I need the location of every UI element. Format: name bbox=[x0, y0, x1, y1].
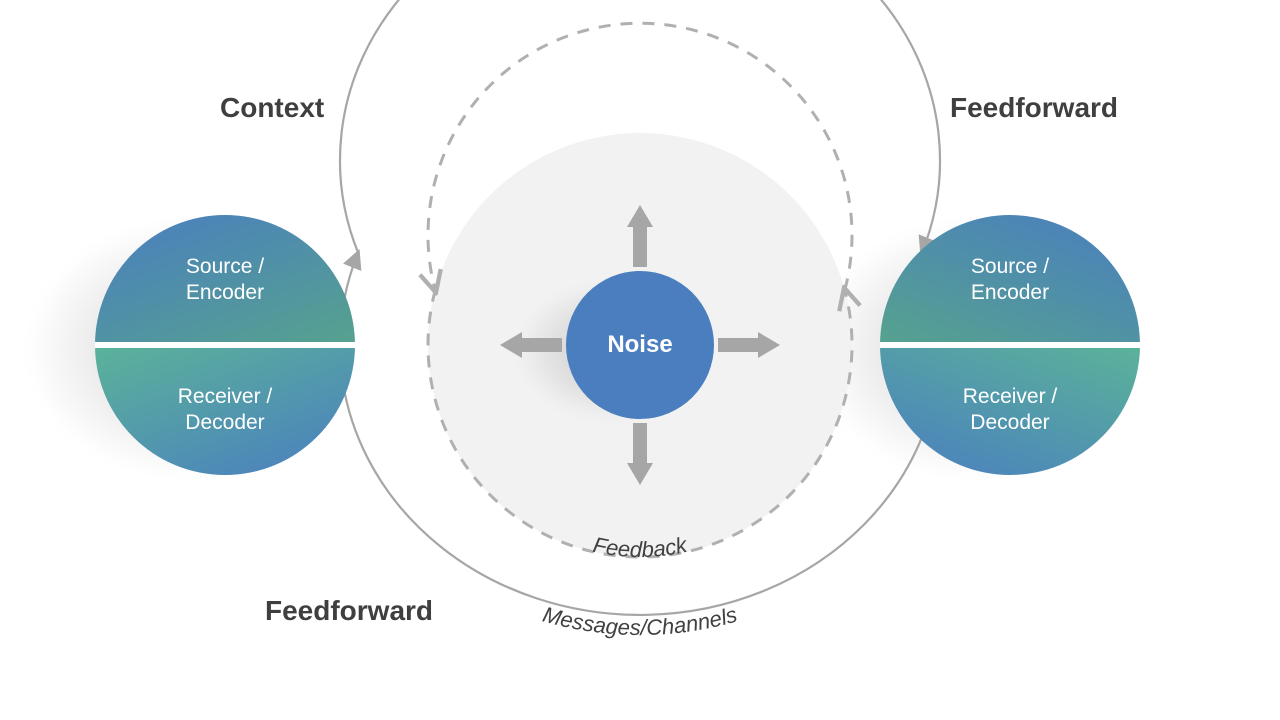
right-divider bbox=[880, 342, 1140, 348]
split-circle-right: Source /Encoder Receiver /Decoder bbox=[880, 215, 1140, 475]
heading-context: Context bbox=[220, 92, 324, 124]
heading-feedforward-top-right: Feedforward bbox=[950, 92, 1118, 124]
right-top-label: Source /Encoder bbox=[971, 254, 1049, 307]
heading-feedforward-bottom-left: Feedforward bbox=[265, 595, 433, 627]
split-circle-left: Source /Encoder Receiver /Decoder bbox=[95, 215, 355, 475]
svg-text:Messages/Channels: Messages/Channels bbox=[540, 602, 739, 640]
noise-node: Noise bbox=[566, 271, 714, 419]
right-bottom-label: Receiver /Decoder bbox=[963, 384, 1058, 437]
diagram-stage: Context Feedforward Feedforward bbox=[0, 0, 1280, 720]
left-bottom-label: Receiver /Decoder bbox=[178, 384, 273, 437]
right-top-half: Source /Encoder bbox=[880, 215, 1140, 345]
left-bottom-half: Receiver /Decoder bbox=[95, 345, 355, 475]
left-top-label: Source /Encoder bbox=[186, 254, 264, 307]
noise-label: Noise bbox=[607, 331, 672, 359]
left-divider bbox=[95, 342, 355, 348]
left-top-half: Source /Encoder bbox=[95, 215, 355, 345]
right-bottom-half: Receiver /Decoder bbox=[880, 345, 1140, 475]
